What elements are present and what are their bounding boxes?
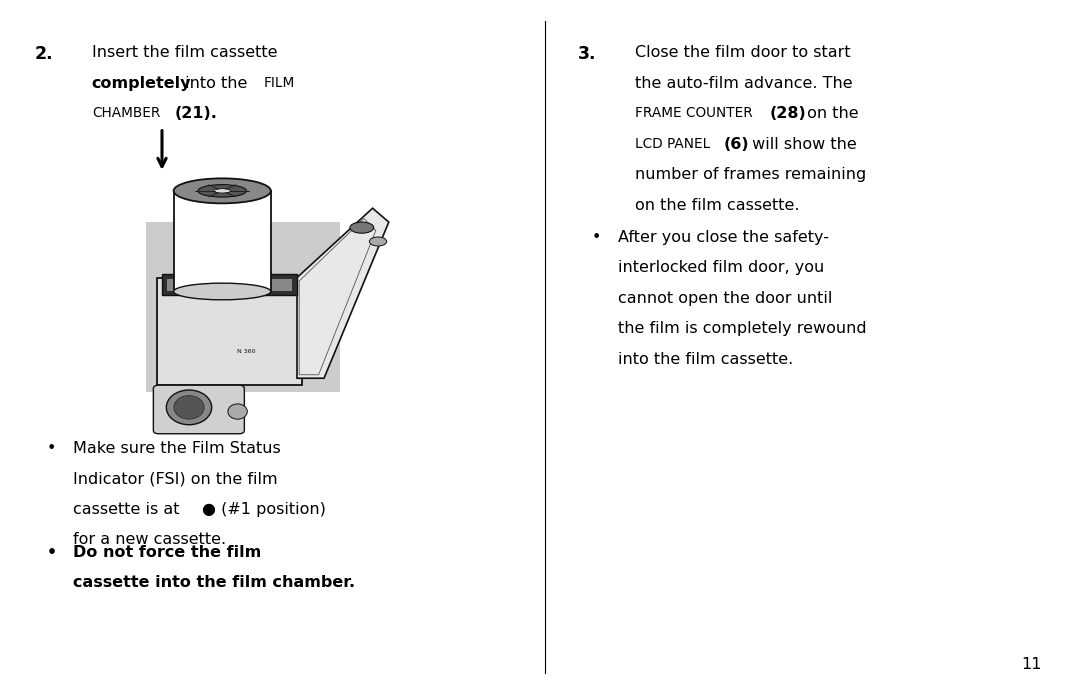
- Text: After you close the safety-: After you close the safety-: [618, 230, 828, 245]
- Ellipse shape: [174, 178, 271, 203]
- Text: will show the: will show the: [747, 137, 858, 152]
- Text: (21).: (21).: [175, 106, 218, 121]
- Ellipse shape: [166, 390, 212, 425]
- Text: Close the film door to start: Close the film door to start: [635, 45, 851, 60]
- Ellipse shape: [369, 237, 387, 246]
- Text: cassette is at: cassette is at: [73, 502, 185, 517]
- Text: cannot open the door until: cannot open the door until: [618, 291, 832, 306]
- Text: Indicator (FSI) on the film: Indicator (FSI) on the film: [73, 471, 278, 486]
- Text: completely: completely: [92, 76, 191, 91]
- Text: (28): (28): [770, 106, 807, 121]
- Text: •: •: [46, 545, 56, 560]
- Bar: [146, 222, 340, 392]
- Ellipse shape: [214, 189, 231, 193]
- Text: LCD PANEL: LCD PANEL: [635, 137, 711, 151]
- Text: •: •: [46, 441, 56, 456]
- Ellipse shape: [174, 396, 204, 419]
- Text: FILM: FILM: [264, 76, 295, 90]
- Text: (#1 position): (#1 position): [216, 502, 326, 517]
- Ellipse shape: [228, 404, 247, 419]
- Bar: [167, 279, 292, 291]
- Text: interlocked film door, you: interlocked film door, you: [618, 260, 824, 276]
- Ellipse shape: [350, 222, 374, 233]
- FancyBboxPatch shape: [153, 385, 244, 434]
- Text: for a new cassette.: for a new cassette.: [73, 532, 227, 548]
- Text: (6): (6): [724, 137, 750, 152]
- Text: •: •: [592, 230, 602, 245]
- Text: cassette into the film chamber.: cassette into the film chamber.: [73, 575, 355, 591]
- Text: 2.: 2.: [35, 45, 53, 63]
- Text: the auto-film advance. The: the auto-film advance. The: [635, 76, 853, 91]
- Bar: [174, 191, 271, 291]
- Text: 3.: 3.: [578, 45, 596, 63]
- Ellipse shape: [198, 185, 246, 197]
- Text: ●: ●: [201, 502, 215, 517]
- Bar: [157, 278, 302, 385]
- Text: number of frames remaining: number of frames remaining: [635, 167, 866, 183]
- Text: on the: on the: [802, 106, 859, 121]
- Text: N 360: N 360: [237, 349, 255, 354]
- Text: the film is completely rewound: the film is completely rewound: [618, 321, 866, 337]
- Text: CHAMBER: CHAMBER: [92, 106, 160, 120]
- Bar: [162, 274, 297, 295]
- Ellipse shape: [174, 283, 271, 300]
- Text: Insert the film cassette: Insert the film cassette: [92, 45, 278, 60]
- Text: on the film cassette.: on the film cassette.: [635, 198, 799, 213]
- Text: Do not force the film: Do not force the film: [73, 545, 261, 560]
- Text: FRAME COUNTER: FRAME COUNTER: [635, 106, 753, 120]
- Text: into the: into the: [180, 76, 253, 91]
- Text: 11: 11: [1022, 657, 1042, 672]
- Text: Make sure the Film Status: Make sure the Film Status: [73, 441, 281, 456]
- Polygon shape: [297, 208, 389, 378]
- Text: into the film cassette.: into the film cassette.: [618, 352, 793, 367]
